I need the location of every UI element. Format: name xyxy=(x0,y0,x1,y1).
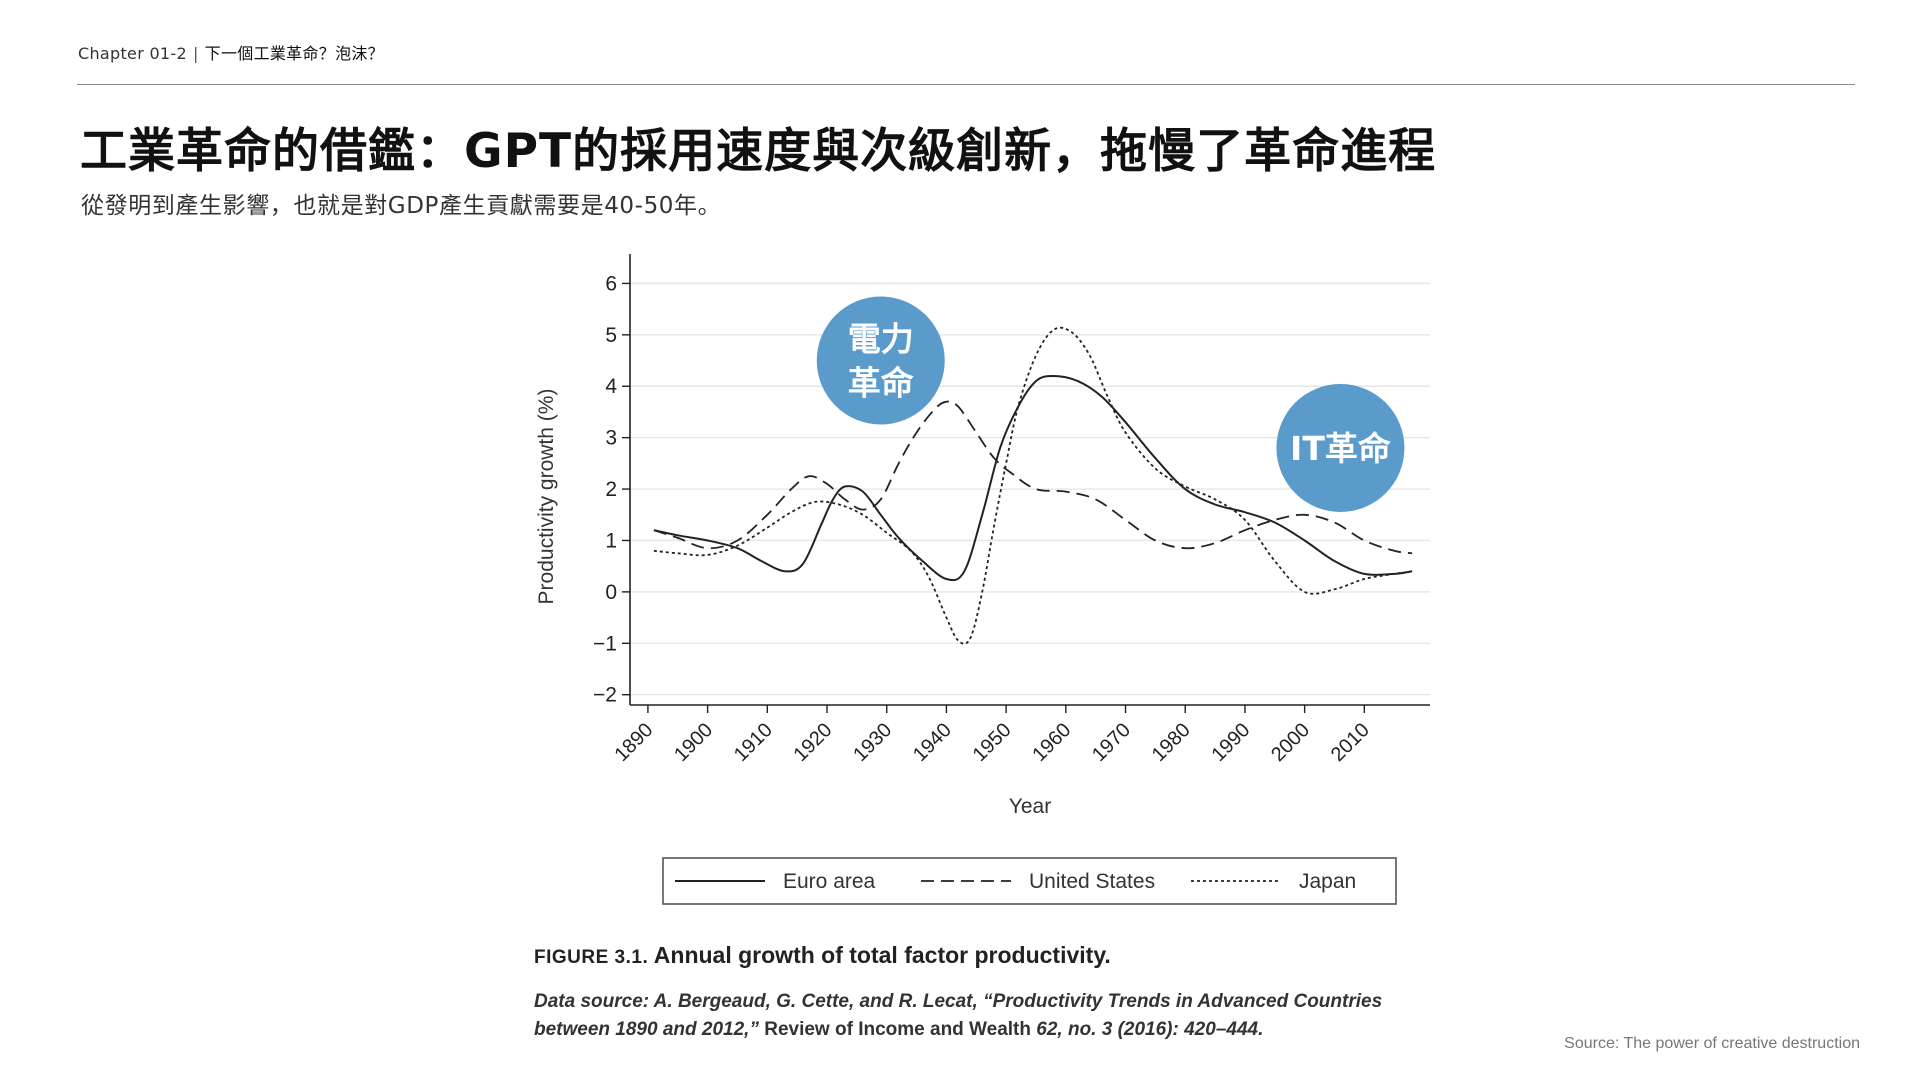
x-axis-title: Year xyxy=(1009,795,1051,818)
chapter-topic: 下一個工業革命？泡沫？ xyxy=(204,44,384,63)
x-tick-label: 1900 xyxy=(670,719,717,766)
x-tick-label: 1920 xyxy=(790,719,837,766)
x-tick-label: 1890 xyxy=(610,719,657,766)
x-tick-label: 1990 xyxy=(1207,719,1254,766)
x-tick-label: 1970 xyxy=(1088,719,1135,766)
annotation-bubble xyxy=(1276,383,1405,512)
y-tick-label: 0 xyxy=(605,581,617,604)
figure-data-source: Data source: A. Bergeaud, G. Cette, and … xyxy=(534,988,1444,1044)
x-tick-label: 2000 xyxy=(1267,719,1314,766)
y-tick-label: −1 xyxy=(593,632,617,655)
page-subtitle: 從發明到產生影響，也就是對GDP產生貢獻需要是40-50年。 xyxy=(81,193,722,219)
y-tick-label: 5 xyxy=(605,324,617,347)
legend-label: United States xyxy=(1029,870,1155,893)
productivity-chart: −2 −1 0 1 2 3 4 5 6 1890 1900 1910 1920 1930 1940 1950 1… xyxy=(535,254,1430,905)
annotation-label: IT革命 xyxy=(1290,429,1392,468)
legend-label: Japan xyxy=(1299,870,1356,893)
y-tick-label: 2 xyxy=(605,478,617,501)
source-journal: Review of Income and Wealth xyxy=(758,1019,1037,1040)
source-suffix: 62, no. 3 (2016): 420–444. xyxy=(1036,1019,1264,1040)
annotation-label: 革命 xyxy=(848,364,915,403)
y-tick-label: 6 xyxy=(605,272,617,295)
header-divider xyxy=(77,84,1855,85)
annotation-bubble xyxy=(816,296,945,425)
figure-caption: FIGURE 3.1. Annual growth of total facto… xyxy=(534,942,1111,969)
series-line-japan xyxy=(653,326,1413,645)
figure-title: Annual growth of total factor productivi… xyxy=(653,942,1111,968)
legend-label: Euro area xyxy=(783,870,876,893)
y-axis-title: Productivity growth (%) xyxy=(535,389,558,605)
x-tick-label: 1950 xyxy=(969,719,1016,766)
y-tick-label: −2 xyxy=(593,684,617,707)
y-tick-label: 4 xyxy=(605,375,617,398)
source-prefix: Data source: A. Bergeaud, G. Cette, and … xyxy=(534,991,1383,1040)
chapter-number: Chapter 01-2 xyxy=(78,44,187,63)
x-tick-label: 1980 xyxy=(1148,719,1195,766)
page-title: 工業革命的借鑑：GPT的採用速度與次級創新，拖慢了革命進程 xyxy=(80,124,1437,179)
x-tick-label: 1960 xyxy=(1028,719,1075,766)
chapter-separator: | xyxy=(192,44,199,63)
chart-legend xyxy=(662,857,1397,905)
x-tick-label: 1940 xyxy=(909,719,956,766)
series-line-euro-area xyxy=(653,374,1413,582)
source-note: Source: The power of creative destructio… xyxy=(1564,1035,1860,1052)
y-tick-label: 1 xyxy=(605,529,617,552)
x-tick-label: 1930 xyxy=(849,719,896,766)
annotation-label: 電力 xyxy=(848,320,914,359)
y-tick-label: 3 xyxy=(605,427,617,450)
x-tick-label: 1910 xyxy=(730,719,777,766)
chapter-breadcrumb: Chapter 01-2 | 下一個工業革命？泡沫？ xyxy=(78,40,384,64)
x-tick-label: 2010 xyxy=(1327,719,1374,766)
series-line-united-states xyxy=(653,400,1413,555)
figure-label: FIGURE 3.1. xyxy=(534,947,649,968)
